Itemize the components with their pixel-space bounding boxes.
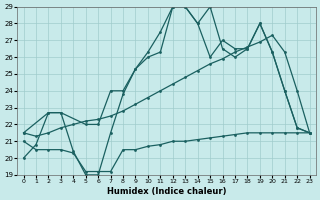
X-axis label: Humidex (Indice chaleur): Humidex (Indice chaleur) (107, 187, 226, 196)
